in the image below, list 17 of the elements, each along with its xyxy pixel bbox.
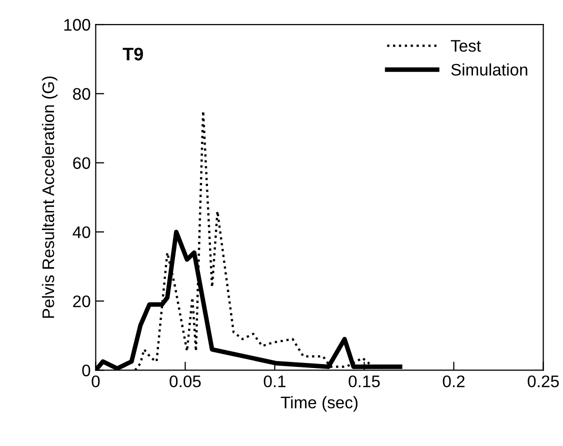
x-tick-label: 0.1: [264, 375, 286, 388]
legend-label: Test: [450, 40, 481, 52]
y-tick-label: 80: [73, 88, 90, 100]
legend-label: Simulation: [451, 63, 528, 76]
x-tick-label: 0.25: [528, 375, 559, 388]
annotation: T9: [122, 48, 143, 60]
y-tick-label: 100: [64, 18, 90, 31]
x-tick-label: 0.2: [442, 375, 465, 388]
y-axis-title: Pelvis Resultant Acceleration (G): [42, 76, 58, 318]
y-tick-label: 0: [82, 364, 90, 376]
x-axis-title: Time (sec): [280, 396, 358, 412]
x-tick-label: 0: [92, 375, 100, 388]
x-tick-label: 0.15: [348, 375, 380, 388]
y-tick-label: 20: [73, 295, 90, 308]
y-tick-label: 40: [72, 226, 90, 238]
y-tick-label: 60: [73, 157, 90, 169]
x-tick-label: 0.05: [170, 375, 201, 388]
